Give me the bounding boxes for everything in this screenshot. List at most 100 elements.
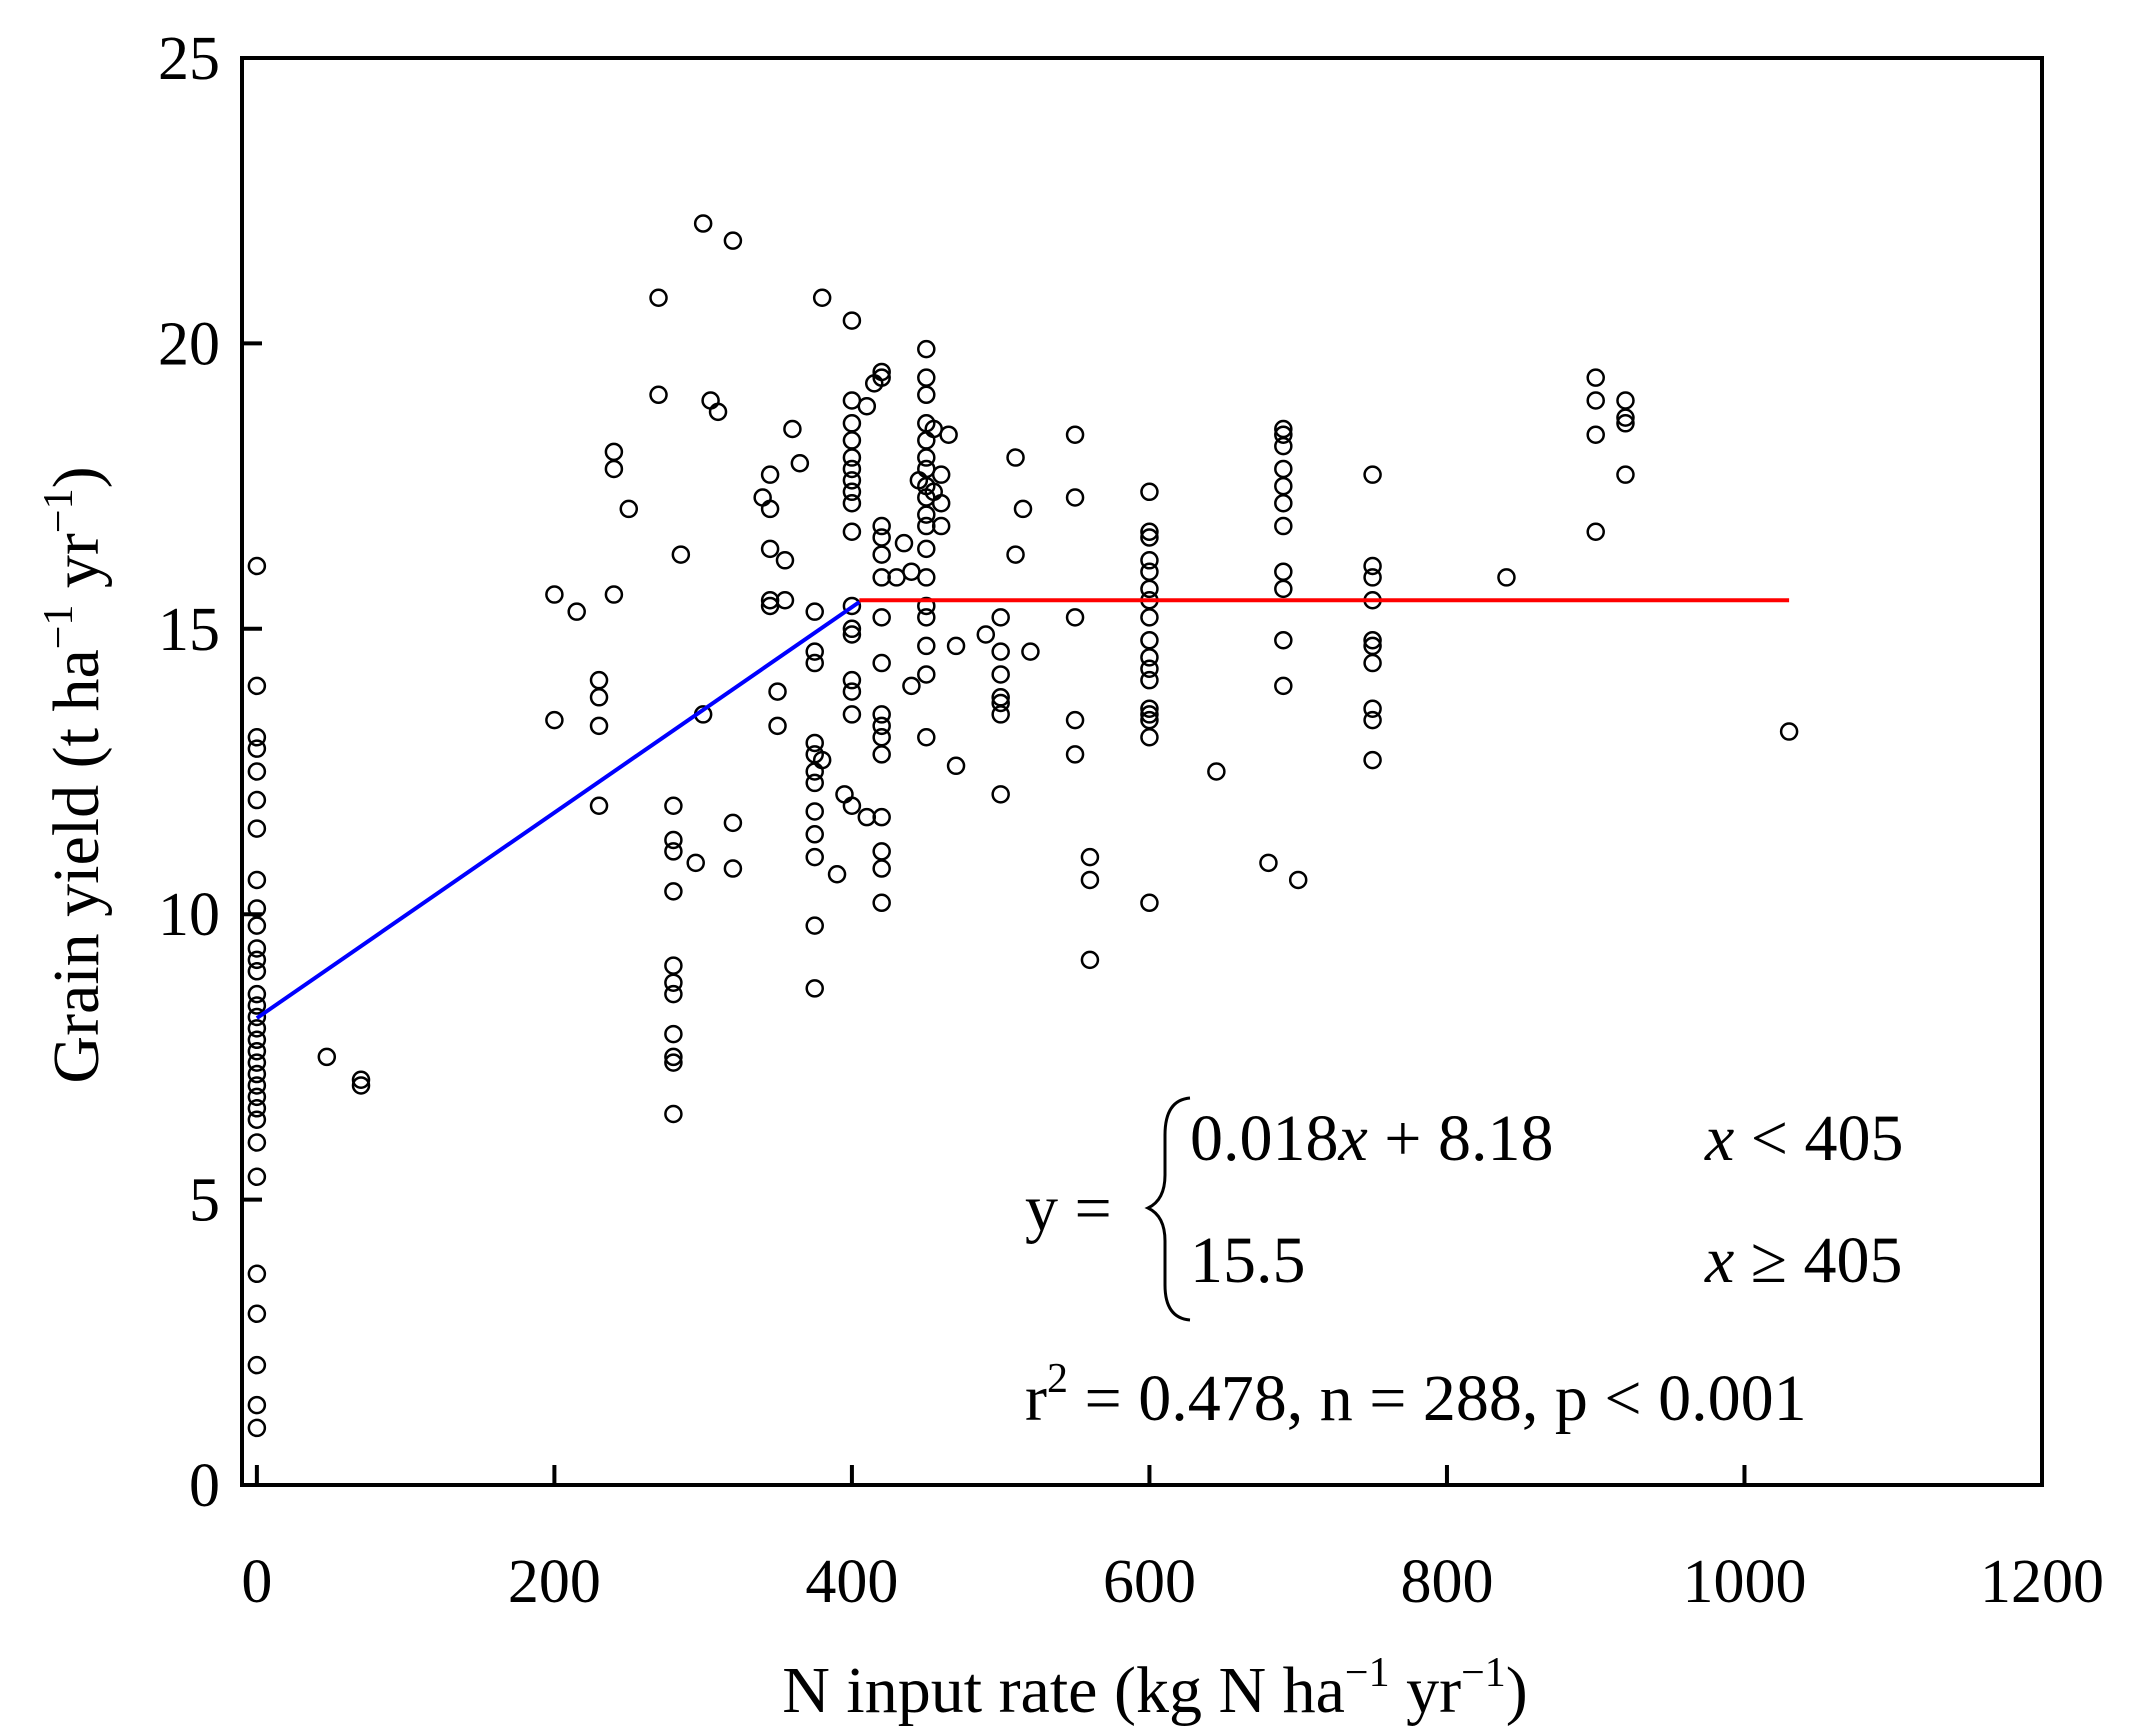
data-point: [351, 1076, 371, 1095]
data-point: [589, 670, 609, 690]
data-point: [1065, 488, 1085, 507]
data-point: [768, 716, 787, 736]
data-point: [247, 1304, 267, 1324]
data-point: [872, 705, 891, 724]
data-point: [1274, 630, 1293, 650]
data-point: [247, 1041, 267, 1061]
data-point: [247, 1064, 267, 1084]
data-point: [1065, 745, 1085, 764]
data-point: [857, 396, 877, 416]
data-point: [805, 825, 824, 844]
data-point: [1140, 608, 1159, 627]
data-point: [247, 984, 267, 1004]
data-point: [805, 602, 824, 621]
data-point: [842, 471, 862, 490]
data-point: [835, 785, 854, 804]
data-points: [247, 214, 1799, 1438]
data-point: [872, 728, 891, 747]
data-point: [917, 368, 936, 387]
data-point: [872, 568, 891, 587]
data-point: [1140, 630, 1159, 650]
data-point: [247, 939, 267, 958]
data-point: [1140, 893, 1159, 913]
data-point: [783, 419, 802, 439]
data-point: [917, 448, 936, 467]
data-point: [723, 859, 743, 878]
x-tick-label: 0: [241, 1548, 272, 1616]
data-point: [1274, 493, 1293, 513]
data-point: [917, 568, 936, 587]
data-point: [805, 979, 824, 998]
x-tick-label: 200: [508, 1548, 601, 1616]
data-point: [1006, 545, 1025, 564]
data-point: [842, 625, 862, 644]
data-point: [917, 608, 936, 627]
data-point: [664, 973, 683, 992]
equation-row2-condition: x ≥ 405: [1704, 1224, 1903, 1297]
y-tick-label: 5: [189, 1167, 220, 1235]
data-point: [894, 533, 914, 553]
data-point: [790, 454, 810, 473]
data-point: [1065, 425, 1085, 444]
x-tick-label: 800: [1400, 1548, 1493, 1616]
data-point: [247, 1007, 267, 1027]
data-point: [664, 830, 683, 850]
y-tick-label: 10: [158, 881, 220, 949]
fit-lines: [255, 598, 1790, 1020]
data-point: [247, 962, 267, 981]
data-point: [664, 882, 683, 901]
data-point: [664, 1047, 683, 1067]
data-point: [805, 802, 824, 821]
data-point: [842, 522, 862, 542]
data-point: [842, 670, 862, 690]
data-point: [1065, 710, 1085, 730]
data-point: [545, 710, 564, 730]
data-point: [1080, 870, 1100, 890]
data-point: [589, 716, 609, 736]
x-tick-label: 600: [1103, 1548, 1196, 1616]
data-point: [1363, 699, 1382, 718]
data-point: [917, 636, 936, 656]
data-point: [1140, 528, 1159, 547]
data-point: [842, 431, 862, 450]
data-point: [946, 636, 966, 656]
data-point: [1274, 676, 1293, 696]
data-point: [1274, 425, 1293, 444]
data-point: [872, 653, 891, 673]
data-point: [649, 288, 668, 307]
data-point: [1259, 853, 1278, 873]
data-point: [842, 482, 862, 502]
data-point: [946, 756, 966, 776]
data-point: [1363, 653, 1382, 673]
data-point: [805, 773, 824, 793]
data-point: [247, 1167, 267, 1187]
data-point: [1363, 556, 1382, 576]
data-point: [247, 1087, 267, 1107]
data-point: [649, 385, 668, 405]
data-point: [1363, 465, 1382, 484]
data-point: [1363, 630, 1382, 650]
data-point: [1021, 642, 1040, 661]
data-point: [976, 625, 996, 644]
data-point: [872, 608, 891, 627]
data-point: [902, 676, 921, 696]
data-point: [247, 1133, 267, 1152]
data-point: [872, 716, 891, 736]
data-point: [247, 950, 267, 970]
data-point: [247, 790, 267, 810]
data-point: [247, 728, 267, 747]
data-point: [247, 1110, 267, 1129]
data-point: [939, 425, 958, 444]
data-point: [708, 402, 728, 422]
data-point: [872, 745, 891, 764]
data-point: [604, 585, 624, 604]
data-point: [1779, 722, 1799, 741]
data-point: [1497, 568, 1516, 587]
data-point: [842, 448, 862, 467]
data-point: [991, 785, 1010, 804]
data-point: [842, 493, 862, 513]
data-point: [753, 488, 772, 507]
x-axis-title: N input rate (kg N ha−1 yr−1): [782, 1650, 1528, 1727]
data-point: [1274, 562, 1293, 581]
